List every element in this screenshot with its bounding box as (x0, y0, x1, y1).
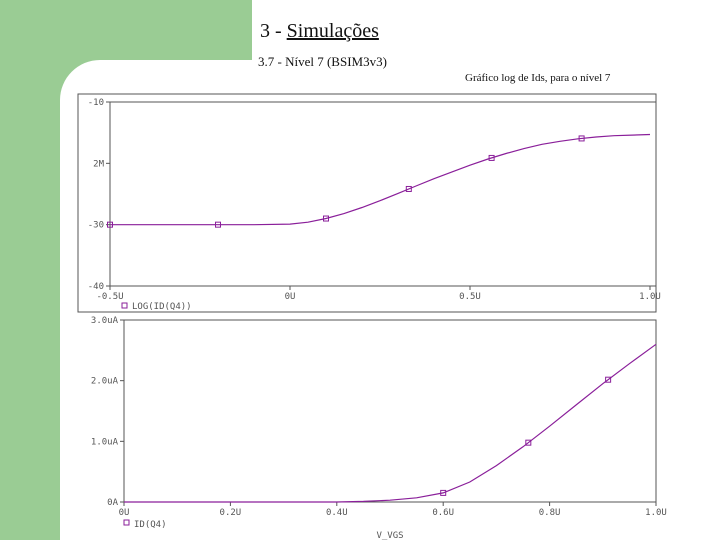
bottom-x-axis-label: V_VGS (376, 531, 403, 540)
corner-cut (60, 60, 140, 140)
top-data-point (488, 154, 495, 161)
bottom-x-tick-label: 0.8U (539, 508, 561, 518)
bottom-legend-marker (123, 519, 130, 526)
bottom-x-tick-label: 0.2U (220, 508, 242, 518)
bottom-data-point (605, 376, 612, 383)
bottom-plot: 0A 1.0uA 2.0uA 3.0uA 0U 0.2U 0.4U 0.6U 0.8U 1.0U… (91, 316, 667, 540)
section-title: Simulações (286, 20, 379, 42)
bottom-y-tick-label: 1.0uA (91, 437, 119, 447)
top-x-tick-label: 0U (285, 292, 296, 302)
left-decoration-band (0, 0, 60, 540)
top-decoration-band (0, 0, 252, 60)
top-x-tick-label: 0.5U (459, 292, 481, 302)
top-legend-marker (121, 302, 128, 309)
slide-title: 3 - Simulações (260, 20, 379, 43)
top-series-line (110, 133, 651, 226)
top-plot: -10 2M -30 -40 -0.5U 0U 0.5U 1.0U LOG(ID(Q4)) (77, 93, 661, 313)
bottom-x-tick-label: 0.4U (326, 508, 348, 518)
bottom-data-point (440, 489, 447, 496)
bottom-legend-label: ID(Q4) (134, 520, 167, 530)
bottom-series-line (124, 343, 657, 503)
top-y-tick-label: -30 (88, 221, 104, 231)
slide-subtitle: 3.7 - Nível 7 (BSIM3v3) (258, 54, 387, 69)
top-plot-outer-frame (77, 93, 657, 313)
top-data-point (578, 135, 585, 142)
top-y-tick-label: -40 (88, 282, 104, 292)
bottom-plot-frame (123, 319, 657, 503)
section-number: 3 - (260, 20, 287, 42)
bottom-x-tick-label: 0.6U (432, 508, 454, 518)
top-legend-label: LOG(ID(Q4)) (132, 302, 192, 312)
top-x-tick-label: 1.0U (639, 292, 661, 302)
bottom-x-tick-label: 1.0U (645, 508, 667, 518)
bottom-x-tick-label: 0U (119, 508, 130, 518)
bottom-y-tick-label: 0A (107, 498, 118, 508)
top-data-point (107, 221, 113, 228)
top-plot-frame (109, 101, 657, 287)
bottom-y-tick-label: 3.0uA (91, 316, 119, 326)
top-data-point (405, 185, 412, 192)
top-data-point (215, 221, 221, 228)
top-y-tick-label: 2M (93, 159, 104, 169)
bottom-y-tick-label: 2.0uA (91, 377, 119, 387)
top-data-point (323, 215, 329, 222)
top-x-tick-label: -0.5U (96, 292, 123, 302)
bottom-data-point (525, 439, 532, 446)
top-y-tick-label: -10 (88, 98, 104, 108)
chart-caption: Gráfico log de Ids, para o nível 7 (465, 72, 611, 84)
